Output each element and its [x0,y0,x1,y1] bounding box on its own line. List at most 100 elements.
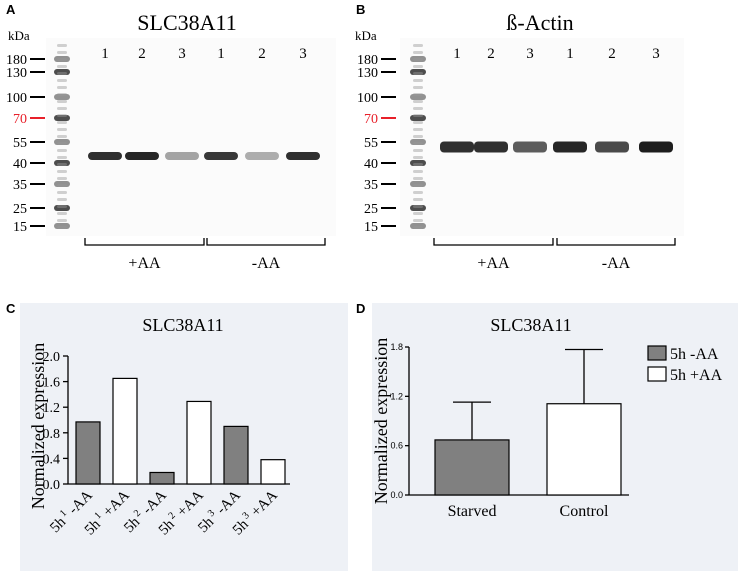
panel-d-chart: D SLC38A11 Normalized expression 0.0 0.6 1… [356,301,738,571]
ladder-smear [413,72,423,75]
ladder-marker-35: 35 [13,178,27,193]
ladder-band-55 [410,139,426,145]
ladder-smear [57,191,67,194]
ladder-band-100 [410,94,426,100]
bar-6 [260,459,286,485]
bar-control [546,403,622,496]
ladder-marker-25: 25 [13,202,27,217]
panel-a-group-brackets: +AA -AA [84,238,326,272]
ladder-smear [413,191,423,194]
group-label-1: +AA [477,255,510,272]
ladder-smear [57,177,67,180]
panel-b-kda-label: kDa [355,28,377,43]
ladder-smear [57,65,67,68]
panel-b-title: ß-Actin [506,10,573,35]
ladder-smear [413,121,423,124]
ladder-smear [413,44,423,47]
y-tick-label: 0.0 [43,478,61,493]
ladder-marker-40: 40 [364,157,378,172]
legend-label-2: 5h +AA [670,367,723,384]
ladder-smear [57,72,67,75]
panel-a-kda-label: kDa [8,28,30,43]
x-tick-label-2: Control [560,503,609,520]
band-lane-4 [204,152,238,160]
lane-label-6: 3 [652,46,660,62]
ladder-smear [57,58,67,61]
ladder-band-100 [54,94,70,100]
panel-b-bands [440,141,673,153]
band-lane-6 [286,152,320,160]
ladder-smear [413,114,423,117]
ladder-smear [413,79,423,82]
ladder-band-40 [410,160,426,166]
ladder-smear [413,170,423,173]
bar-3 [149,471,175,485]
bar-2 [112,377,138,485]
ladder-smear [413,198,423,201]
lane-label-5: 2 [608,46,616,62]
ladder-smear [413,212,423,215]
ladder-band-70 [54,115,70,121]
y-tick-label: 1.6 [43,376,61,391]
panel-a-membrane [46,38,336,236]
bar-starved [434,439,510,496]
ladder-band-180 [54,56,70,62]
ladder-smear [57,163,67,166]
ladder-smear [413,51,423,54]
band-lane-1 [88,152,122,160]
bar-4 [186,400,212,485]
lane-label-6: 3 [299,46,307,62]
ladder-marker-25: 25 [364,202,378,217]
band-lane-2 [125,152,159,160]
ladder-smear [413,177,423,180]
ladder-marker-130: 130 [357,66,378,81]
ladder-smear [57,135,67,138]
group-label-2: -AA [602,255,631,272]
panel-c-bars [75,377,286,485]
panel-c-ylabel: Normalized expression [28,343,48,509]
ladder-smear [413,86,423,89]
ladder-marker-100: 100 [357,91,378,106]
group-bracket-1 [433,238,554,246]
ladder-band-15 [410,223,426,229]
ladder-band-25 [54,205,70,211]
y-tick-label: 1.2 [390,391,403,401]
band-lane-1 [440,141,474,153]
ladder-smear [57,198,67,201]
x-label-sup: 2 [166,510,177,521]
ladder-smear [57,79,67,82]
ladder-smear [57,86,67,89]
panel-c-axes: 0.0 0.4 0.8 1.2 1.6 2.0 [43,350,290,493]
ladder-smear [57,156,67,159]
ladder-marker-180: 180 [357,53,378,68]
ladder-smear [413,128,423,131]
ladder-smear [57,226,67,229]
ladder-smear [57,121,67,124]
bar-5 [223,425,249,485]
y-tick-label: 0.0 [390,490,403,500]
band-lane-5 [595,141,629,153]
ladder-band-35 [54,181,70,187]
y-tick-label: 0.8 [43,427,61,442]
ladder-smear [57,100,67,103]
panel-c-letter: C [6,301,16,316]
panel-a-bands [88,152,320,160]
panel-a-title: SLC38A11 [137,10,236,35]
ladder-smear [57,51,67,54]
ladder-smear [57,107,67,110]
legend-swatch-2 [647,366,667,382]
ladder-smear [57,212,67,215]
ladder-marker-180: 180 [6,53,27,68]
lane-label-4: 1 [217,46,225,62]
ladder-smear [57,114,67,117]
panel-d-bars [434,348,622,496]
x-label-sup: 3 [240,510,251,521]
group-label-1: +AA [128,255,161,272]
x-label-sup: 2 [132,508,143,519]
y-tick-label: 0.6 [390,441,403,451]
ladder-marker-15: 15 [13,220,27,235]
ladder-smear [413,163,423,166]
band-lane-5 [245,152,279,160]
x-label-sup: 1 [92,510,103,521]
ladder-smear [413,149,423,152]
